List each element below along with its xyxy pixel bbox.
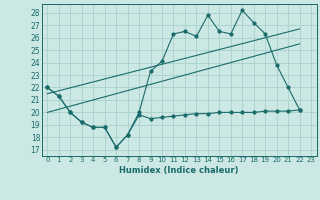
X-axis label: Humidex (Indice chaleur): Humidex (Indice chaleur) [119, 166, 239, 175]
